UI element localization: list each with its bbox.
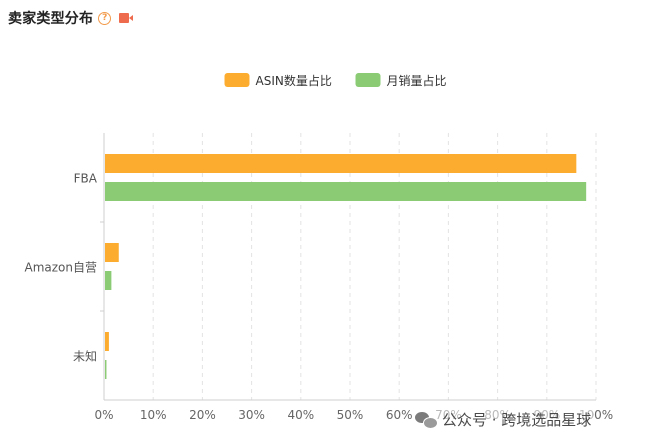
legend-swatch[interactable]: [355, 73, 381, 87]
video-camera-icon[interactable]: [119, 13, 134, 23]
chart-title: 卖家类型分布: [8, 11, 94, 27]
legend-label[interactable]: 月销量占比: [387, 73, 447, 88]
bar[interactable]: [105, 154, 577, 173]
bar[interactable]: [105, 360, 107, 379]
x-tick-label: 40%: [287, 408, 314, 422]
x-tick-label: 50%: [337, 408, 364, 422]
bar[interactable]: [105, 182, 587, 201]
x-tick-label: 0%: [94, 408, 113, 422]
y-tick-label: FBA: [74, 172, 98, 186]
question-circle-icon[interactable]: ?: [98, 11, 112, 25]
x-tick-label: 30%: [238, 408, 265, 422]
watermark-text: 公众号 · 跨境选品星球: [442, 411, 592, 429]
bar[interactable]: [105, 332, 109, 351]
wechat-icon: [415, 411, 438, 429]
y-tick-label: 未知: [73, 350, 97, 364]
x-tick-label: 60%: [386, 408, 413, 422]
legend-label[interactable]: ASIN数量占比: [256, 73, 332, 88]
x-tick-label: 10%: [140, 408, 167, 422]
y-tick-label: Amazon自营: [25, 261, 98, 275]
bar[interactable]: [105, 243, 119, 262]
watermark: 公众号 · 跨境选品星球: [413, 408, 594, 431]
bar[interactable]: [105, 271, 112, 290]
x-tick-label: 20%: [189, 408, 216, 422]
legend-swatch[interactable]: [224, 73, 250, 87]
chart-header: 卖家类型分布 ?: [8, 7, 134, 29]
